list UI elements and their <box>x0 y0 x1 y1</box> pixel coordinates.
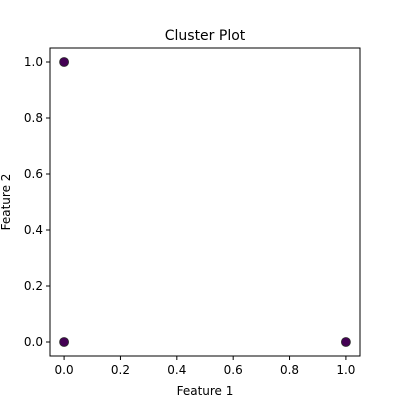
y-tick-label: 0.4 <box>24 223 43 237</box>
scatter-point <box>59 337 69 347</box>
y-tick-label: 0.0 <box>24 335 43 349</box>
y-axis-ticks: 0.0 0.2 0.4 0.6 0.8 1.0 <box>24 55 50 349</box>
scatter-point <box>341 337 351 347</box>
x-tick-label: 0.4 <box>167 363 186 377</box>
plot-frame <box>49 47 361 357</box>
y-tick-label: 0.8 <box>24 111 43 125</box>
plot-area <box>49 47 361 357</box>
x-tick-label: 1.0 <box>336 363 355 377</box>
y-tick-label: 1.0 <box>24 55 43 69</box>
y-tick-label: 0.6 <box>24 167 43 181</box>
x-tick-label: 0.2 <box>111 363 130 377</box>
data-points <box>59 57 351 347</box>
x-tick-label: 0.6 <box>224 363 243 377</box>
scatter-point <box>59 57 69 67</box>
x-axis-label: Feature 1 <box>177 384 234 398</box>
x-axis-ticks: 0.0 0.2 0.4 0.6 0.8 1.0 <box>55 356 355 377</box>
x-tick-label: 0.8 <box>280 363 299 377</box>
y-axis-label: Feature 2 <box>0 174 13 231</box>
y-tick-label: 0.2 <box>24 279 43 293</box>
x-tick-label: 0.0 <box>55 363 74 377</box>
chart-title: Cluster Plot <box>165 28 246 44</box>
